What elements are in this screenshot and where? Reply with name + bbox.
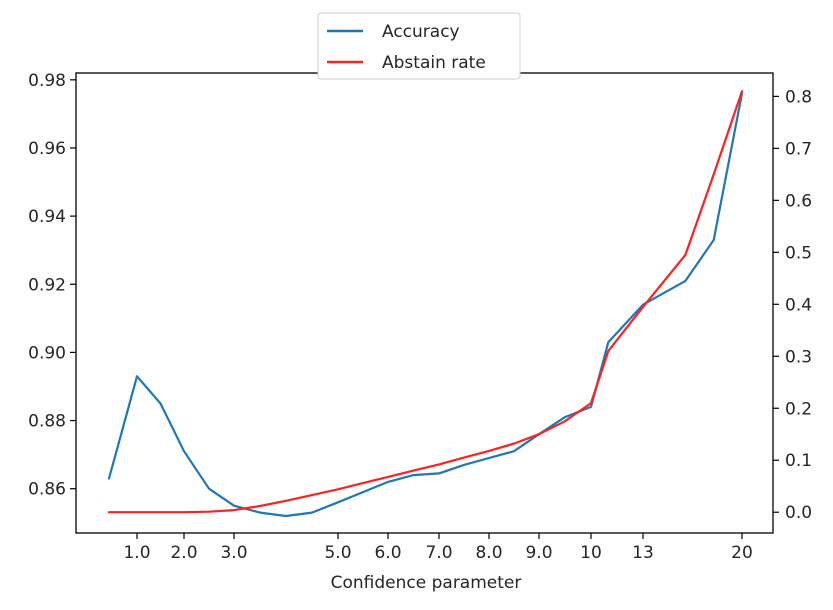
y-right-tick-label: 0.3 <box>785 347 812 367</box>
y-left-tick-label: 0.86 <box>28 480 66 500</box>
y-left-tick-label: 0.96 <box>28 139 66 159</box>
plot-area <box>75 72 774 534</box>
x-tick-label: 6.0 <box>374 543 401 563</box>
y-right-tick-label: 0.4 <box>785 295 812 315</box>
x-tick-label: 13 <box>632 543 654 563</box>
plot-border <box>75 72 774 534</box>
y-right-tick-label: 0.2 <box>785 399 812 419</box>
x-tick-label: 10 <box>580 543 602 563</box>
series-line-accuracy <box>107 92 744 518</box>
y-right-tick-label: 0.7 <box>785 139 812 159</box>
left-y-axis: 0.86 0.88 0.90 0.92 0.94 0.96 0.98 <box>28 71 76 500</box>
series-line-abstain-rate <box>107 90 744 514</box>
x-axis-title: Confidence parameter <box>331 573 522 593</box>
legend-box <box>317 12 521 80</box>
x-tick-label: 9.0 <box>525 543 552 563</box>
x-tick-label: 1.0 <box>123 543 150 563</box>
legend: Accuracy Abstain rate <box>317 12 521 80</box>
series-layer <box>107 90 744 518</box>
x-tick-label: 7.0 <box>425 543 452 563</box>
y-right-tick-label: 0.5 <box>785 243 812 263</box>
legend-abstain-rate-label: Abstain rate <box>382 53 486 73</box>
y-right-tick-label: 0.1 <box>785 451 812 471</box>
y-right-tick-label: 0.8 <box>785 87 812 107</box>
x-axis: 1.0 2.0 3.0 5.0 6.0 7.0 8.0 9.0 10 13 20 <box>123 533 753 563</box>
y-left-tick-label: 0.98 <box>28 71 66 91</box>
x-tick-label: 20 <box>731 543 753 563</box>
y-left-tick-label: 0.92 <box>28 275 66 295</box>
x-tick-label: 2.0 <box>170 543 197 563</box>
y-left-tick-label: 0.94 <box>28 207 66 227</box>
x-tick-label: 3.0 <box>220 543 247 563</box>
y-right-tick-label: 0.0 <box>785 503 812 523</box>
x-tick-label: 5.0 <box>324 543 351 563</box>
right-y-axis: 0.0 0.1 0.2 0.3 0.4 0.5 0.6 0.7 0.8 <box>773 87 812 523</box>
y-left-tick-label: 0.88 <box>28 412 66 432</box>
legend-accuracy-label: Accuracy <box>382 22 460 42</box>
y-left-tick-label: 0.90 <box>28 343 66 363</box>
y-right-tick-label: 0.6 <box>785 191 812 211</box>
x-tick-label: 8.0 <box>475 543 502 563</box>
